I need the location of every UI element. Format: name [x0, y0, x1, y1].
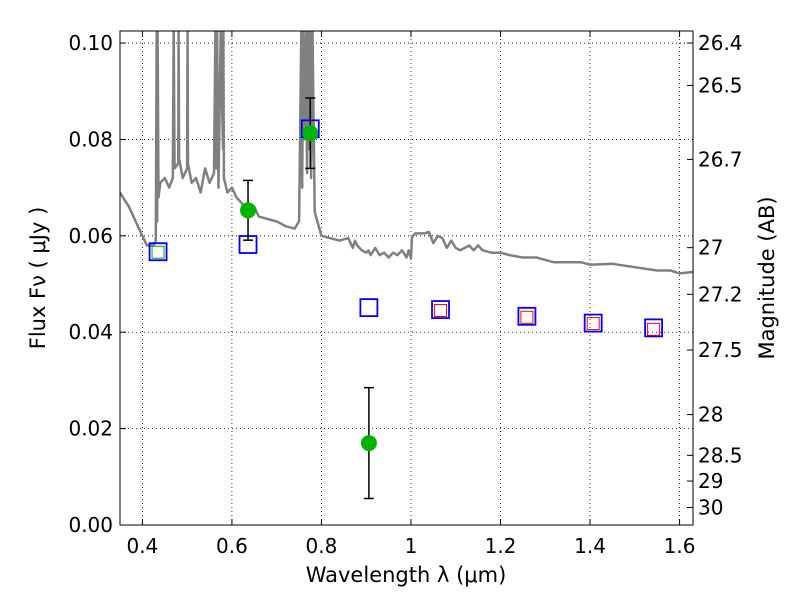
- y2-tick-label: 26.7: [698, 147, 743, 171]
- y2-tick-label: 30: [698, 496, 723, 520]
- small-square-marker: [151, 245, 165, 259]
- y-tick-label: 0.08: [68, 127, 113, 151]
- x-tick-label: 1.2: [485, 534, 517, 558]
- model-spectrum-line: [120, 31, 693, 275]
- y2-tick-label: 29: [698, 469, 723, 493]
- x-tick-label: 1.6: [664, 534, 696, 558]
- plot-background: [120, 31, 693, 525]
- y-axis-title: Flux Fν ( μJy ): [26, 207, 50, 350]
- y2-tick-label: 27.2: [698, 282, 743, 306]
- y2-tick-label: 28: [698, 403, 723, 427]
- y2-tick-label: 27.5: [698, 338, 743, 362]
- x-tick-label: 0.6: [216, 534, 248, 558]
- y2-tick-label: 27: [698, 236, 723, 260]
- small-square-marker: [520, 310, 534, 324]
- small-square-marker: [586, 317, 600, 331]
- x-tick-label: 1: [405, 534, 418, 558]
- square-marker: [431, 300, 450, 319]
- y-tick-label: 0.02: [68, 417, 113, 441]
- circle-marker: [360, 435, 377, 452]
- y-tick-label: 0.04: [68, 320, 113, 344]
- square-marker: [517, 306, 537, 326]
- y2-tick-label: 26.4: [698, 31, 743, 55]
- y2-tick-label: 26.5: [698, 73, 743, 97]
- plot-frame: [119, 30, 694, 526]
- y-tick-label: 0.10: [68, 31, 113, 55]
- square-marker: [148, 242, 168, 262]
- y2-axis-title: Magnitude (AB): [755, 196, 779, 359]
- square-marker: [583, 313, 603, 333]
- y-tick-label: 0.06: [68, 224, 113, 248]
- small-square-marker: [434, 304, 448, 318]
- ticks: 0.4 0.6 0.8 1 1.2 1.4 1.6 0.00 0.02 0.04 0.06 0.08 0…: [68, 31, 743, 558]
- x-axis-title: Wavelength λ (μm): [306, 563, 507, 587]
- square-marker: [359, 298, 379, 318]
- y-tick-label: 0.00: [68, 513, 113, 537]
- y2-tick-label: 28.5: [698, 443, 743, 467]
- x-tick-label: 0.8: [306, 534, 338, 558]
- series-layer: [120, 31, 693, 500]
- x-tick-label: 0.4: [126, 534, 158, 558]
- circle-marker: [240, 202, 257, 219]
- circle-marker: [302, 125, 319, 142]
- small-square-marker: [647, 322, 661, 336]
- x-tick-label: 1.4: [574, 534, 606, 558]
- square-marker: [644, 318, 664, 338]
